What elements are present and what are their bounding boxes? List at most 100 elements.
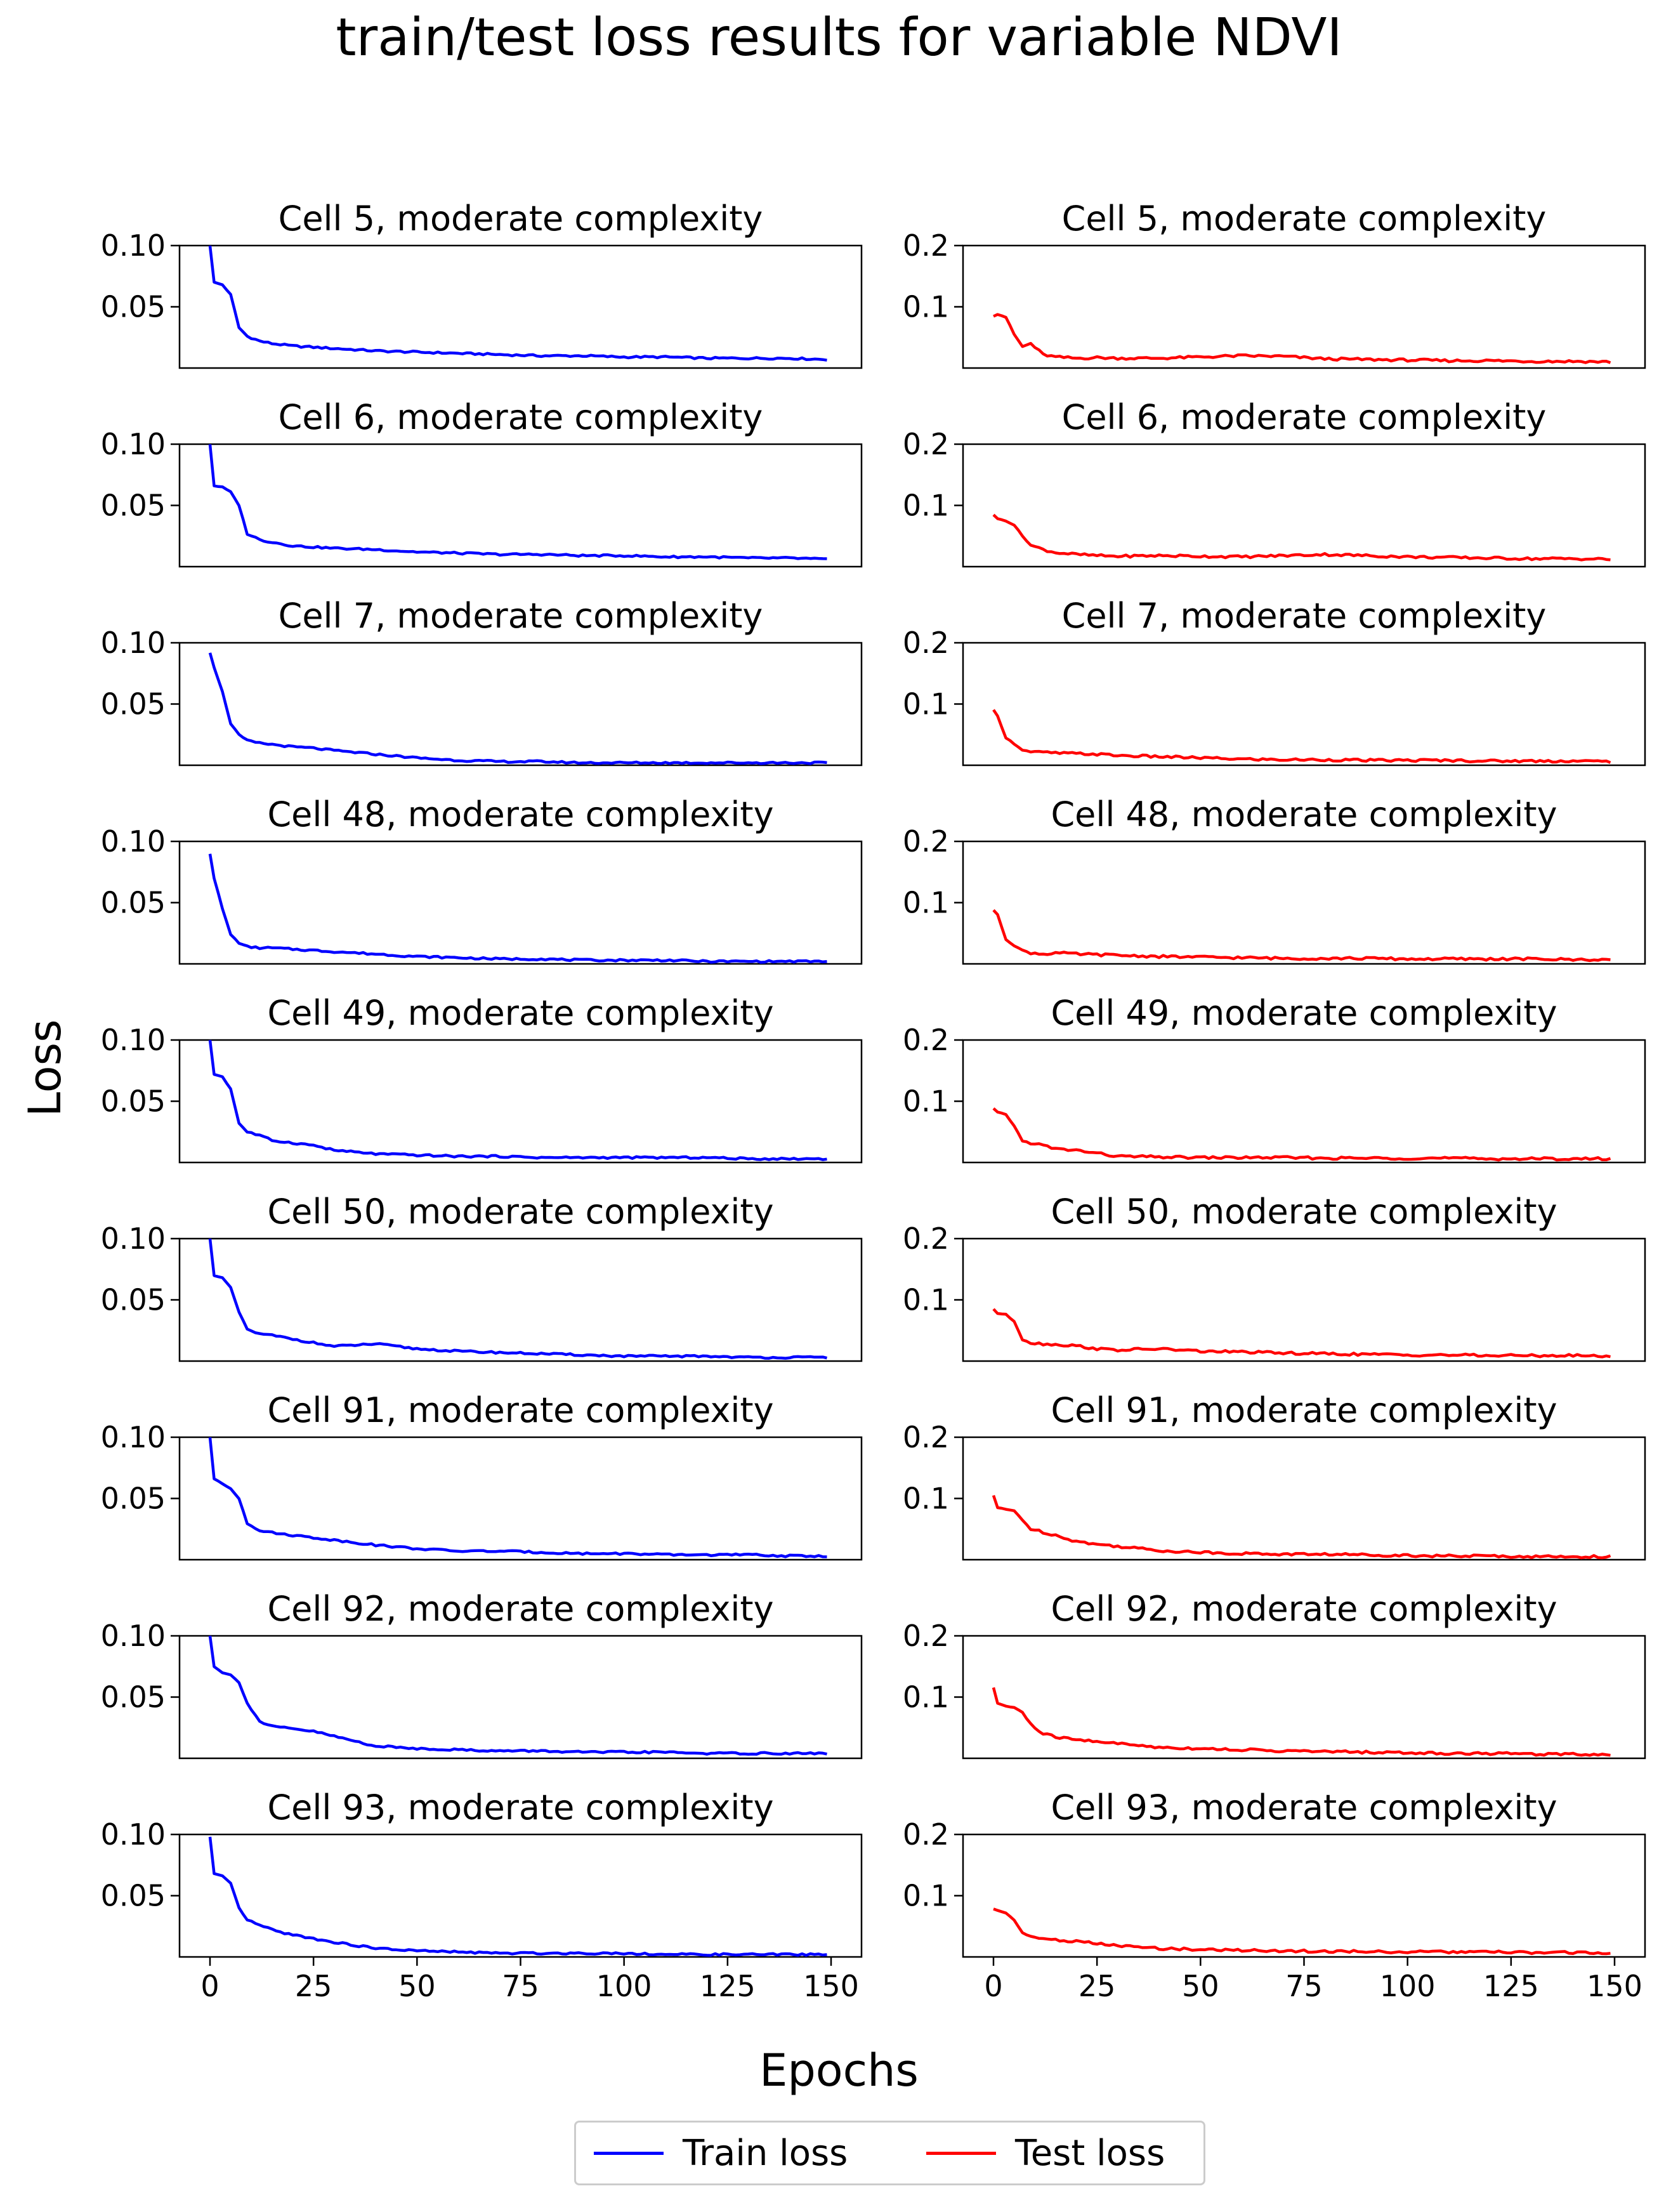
r6-train-subplot-title: Cell 91, moderate complexity xyxy=(267,1390,773,1430)
x-axis-label: Epochs xyxy=(759,2044,919,2097)
r4-test-ytick-label-0: 0.1 xyxy=(903,1084,949,1119)
r8-test-xtick-label-1: 25 xyxy=(1078,1969,1116,2003)
r8-test-axes-frame xyxy=(962,1833,1646,1958)
r7-test-ytick-label-1: 0.2 xyxy=(903,1619,949,1653)
r5-train-ytick-label-0: 0.05 xyxy=(101,1283,166,1317)
r4-test-axes-frame xyxy=(962,1039,1646,1164)
r0-train-axes-frame xyxy=(178,244,863,369)
r4-train-axes-frame xyxy=(178,1039,863,1164)
r0-test-ytick-label-1: 0.2 xyxy=(903,228,949,263)
r3-test-ytick-label-0: 0.1 xyxy=(903,886,949,920)
r6-test-subplot-title: Cell 91, moderate complexity xyxy=(1051,1390,1557,1430)
r8-train-xtick-label-5: 125 xyxy=(700,1969,756,2003)
r6-train-loss-line xyxy=(208,1437,827,1558)
r2-test-loss-line xyxy=(992,709,1611,764)
r6-train-ytick-label-1: 0.10 xyxy=(101,1420,166,1454)
r8-train-ytick-label-0: 0.05 xyxy=(101,1879,166,1913)
r8-train-xtick-label-1: 25 xyxy=(295,1969,332,2003)
r2-test-axes-frame xyxy=(962,642,1646,767)
r1-test-ytick-label-0: 0.1 xyxy=(903,489,949,523)
r8-train-loss-line xyxy=(208,1836,827,1957)
r6-test-ytick-label-1: 0.2 xyxy=(903,1420,949,1454)
r0-test-axes-frame xyxy=(962,244,1646,369)
r1-train-loss-line xyxy=(208,444,827,560)
r8-train-xtick-label-6: 150 xyxy=(803,1969,859,2003)
r6-train-axes-frame xyxy=(178,1436,863,1561)
r3-train-loss-line xyxy=(208,853,827,964)
r5-test-axes-frame xyxy=(962,1237,1646,1362)
legend-train-swatch xyxy=(594,2151,664,2155)
r4-test-loss-line xyxy=(992,1107,1611,1162)
r3-test-axes-frame xyxy=(962,840,1646,965)
r2-test-ytick-label-0: 0.1 xyxy=(903,687,949,721)
legend: Train loss Test loss xyxy=(574,2121,1205,2185)
r5-train-axes-frame xyxy=(178,1237,863,1362)
r4-test-subplot-title: Cell 49, moderate complexity xyxy=(1051,993,1557,1033)
r3-train-axes-frame xyxy=(178,840,863,965)
r2-train-ytick-label-1: 0.10 xyxy=(101,626,166,660)
legend-item-train: Train loss xyxy=(594,2123,848,2183)
r8-train-xtick-label-2: 50 xyxy=(398,1969,436,2003)
r2-train-subplot-title: Cell 7, moderate complexity xyxy=(279,596,763,636)
r1-train-ytick-label-0: 0.05 xyxy=(101,489,166,523)
r8-test-xtick-label-3: 75 xyxy=(1285,1969,1323,2003)
r0-test-subplot-title: Cell 5, moderate complexity xyxy=(1062,199,1547,239)
r2-train-loss-line xyxy=(208,652,827,765)
r0-train-loss-line xyxy=(208,246,827,362)
r3-train-ytick-label-0: 0.05 xyxy=(101,886,166,920)
r7-train-ytick-label-1: 0.10 xyxy=(101,1619,166,1653)
figure-title: train/test loss results for variable NDV… xyxy=(336,8,1342,68)
legend-test-swatch xyxy=(926,2151,996,2155)
r7-test-axes-frame xyxy=(962,1635,1646,1760)
r8-train-subplot-title: Cell 93, moderate complexity xyxy=(267,1787,773,1827)
r7-train-ytick-label-0: 0.05 xyxy=(101,1680,166,1715)
r0-train-subplot-title: Cell 5, moderate complexity xyxy=(279,199,763,239)
r6-test-loss-line xyxy=(992,1494,1611,1560)
r7-test-loss-line xyxy=(992,1687,1611,1757)
r7-test-ytick-label-0: 0.1 xyxy=(903,1680,949,1715)
r0-test-loss-line xyxy=(993,313,1611,364)
r1-test-loss-line xyxy=(992,513,1611,562)
r8-test-subplot-title: Cell 93, moderate complexity xyxy=(1051,1787,1557,1827)
r3-test-ytick-label-1: 0.2 xyxy=(903,824,949,859)
r6-test-axes-frame xyxy=(962,1436,1646,1561)
r5-test-loss-line xyxy=(992,1308,1611,1359)
r8-test-xtick-label-5: 125 xyxy=(1483,1969,1539,2003)
r5-test-ytick-label-0: 0.1 xyxy=(903,1283,949,1317)
y-axis-label: Loss xyxy=(19,1019,71,1117)
r0-train-ytick-label-1: 0.10 xyxy=(101,228,166,263)
r1-test-axes-frame xyxy=(962,443,1646,568)
r1-train-subplot-title: Cell 6, moderate complexity xyxy=(279,397,763,437)
r8-test-xtick-label-6: 150 xyxy=(1587,1969,1642,2003)
r4-train-ytick-label-0: 0.05 xyxy=(101,1084,166,1119)
r4-train-ytick-label-1: 0.10 xyxy=(101,1023,166,1057)
r8-train-xtick-label-3: 75 xyxy=(502,1969,539,2003)
r8-test-xtick-label-4: 100 xyxy=(1380,1969,1436,2003)
r3-test-loss-line xyxy=(992,909,1611,963)
r2-test-ytick-label-1: 0.2 xyxy=(903,626,949,660)
legend-item-test: Test loss xyxy=(926,2123,1165,2183)
r5-train-loss-line xyxy=(208,1238,828,1360)
r5-test-ytick-label-1: 0.2 xyxy=(903,1221,949,1256)
r4-train-subplot-title: Cell 49, moderate complexity xyxy=(267,993,773,1033)
r0-test-ytick-label-0: 0.1 xyxy=(903,290,949,324)
r1-train-ytick-label-1: 0.10 xyxy=(101,427,166,461)
r5-test-subplot-title: Cell 50, moderate complexity xyxy=(1051,1192,1557,1232)
r7-train-loss-line xyxy=(208,1635,827,1756)
r3-train-ytick-label-1: 0.10 xyxy=(101,824,166,859)
r7-test-subplot-title: Cell 92, moderate complexity xyxy=(1051,1589,1557,1629)
r7-train-subplot-title: Cell 92, moderate complexity xyxy=(267,1589,773,1629)
r4-train-loss-line xyxy=(208,1039,827,1161)
r8-test-xtick-label-2: 50 xyxy=(1182,1969,1219,2003)
r8-train-ytick-label-1: 0.10 xyxy=(101,1817,166,1852)
r1-test-ytick-label-1: 0.2 xyxy=(903,427,949,461)
r6-test-ytick-label-0: 0.1 xyxy=(903,1482,949,1516)
r7-train-axes-frame xyxy=(178,1635,863,1760)
r8-test-xtick-label-0: 0 xyxy=(984,1969,1002,2003)
r8-test-ytick-label-1: 0.2 xyxy=(903,1817,949,1852)
r8-train-xtick-label-0: 0 xyxy=(200,1969,219,2003)
r8-test-loss-line xyxy=(993,1907,1611,1956)
r5-train-subplot-title: Cell 50, moderate complexity xyxy=(267,1192,773,1232)
r8-train-axes-frame xyxy=(178,1833,863,1958)
